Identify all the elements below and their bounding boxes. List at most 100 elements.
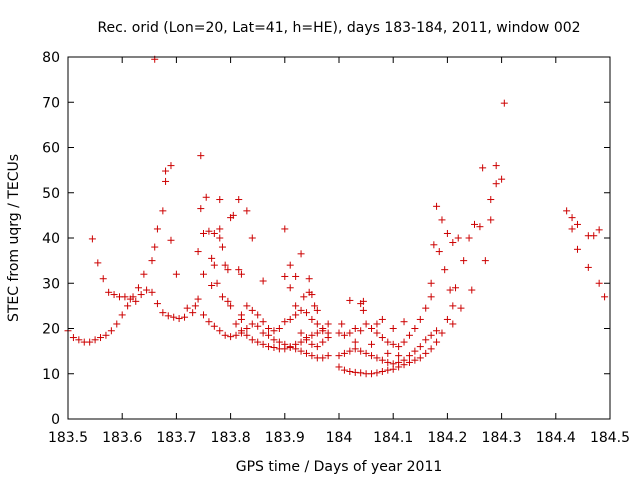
data-point [405, 358, 413, 366]
x-tick-label: 184.3 [482, 430, 522, 446]
data-point [595, 279, 603, 287]
x-tick-label: 184.5 [590, 430, 630, 446]
data-point [210, 261, 218, 269]
data-point [422, 336, 430, 344]
data-point [384, 366, 392, 374]
data-point [175, 315, 183, 323]
data-point [435, 248, 443, 256]
data-point [205, 318, 213, 326]
data-point [416, 315, 424, 323]
data-point [479, 164, 487, 172]
data-point [126, 295, 134, 303]
data-point [362, 349, 370, 357]
data-point [270, 344, 278, 352]
data-point [500, 99, 508, 107]
data-point [224, 297, 232, 305]
data-point [357, 327, 365, 335]
data-point [308, 352, 316, 360]
data-point [460, 257, 468, 265]
data-point [449, 320, 457, 328]
data-point [395, 352, 403, 360]
data-point [297, 250, 305, 258]
data-point [286, 344, 294, 352]
data-point [292, 302, 300, 310]
data-point [452, 284, 460, 292]
plot-frame [67, 56, 611, 420]
data-point [357, 369, 365, 377]
data-point [286, 261, 294, 269]
data-point [384, 358, 392, 366]
data-point [286, 284, 294, 292]
data-point [438, 216, 446, 224]
data-point [202, 193, 210, 201]
data-point [595, 226, 603, 234]
data-point [324, 352, 332, 360]
data-point [411, 356, 419, 364]
data-point [373, 329, 381, 337]
data-point [232, 331, 240, 339]
data-point [200, 229, 207, 237]
data-point [471, 220, 478, 228]
y-tick-label: 50 [42, 186, 60, 202]
y-axis-label: STEC from uqrg / TECUs [6, 154, 22, 322]
data-point [270, 327, 278, 335]
data-point [259, 318, 267, 326]
data-point [340, 366, 348, 374]
data-point [351, 325, 359, 332]
data-point [411, 325, 419, 332]
data-point [324, 329, 332, 337]
data-point [140, 270, 148, 278]
data-point [265, 325, 273, 332]
data-point [167, 236, 175, 244]
data-point [216, 327, 224, 335]
data-point [227, 302, 235, 310]
data-point [584, 263, 592, 271]
data-point [359, 306, 367, 314]
data-point [137, 291, 145, 299]
data-point [568, 225, 576, 233]
data-point [351, 338, 359, 346]
data-point [411, 347, 419, 355]
data-point [243, 331, 251, 339]
data-point [248, 320, 256, 328]
data-point [416, 354, 424, 362]
data-point [454, 234, 462, 242]
data-point [159, 309, 167, 317]
data-point [335, 363, 343, 371]
y-tick-label: 70 [42, 95, 60, 111]
data-point [113, 320, 121, 328]
y-tick-label: 10 [42, 367, 60, 383]
data-point [335, 352, 343, 360]
data-point [197, 205, 205, 213]
data-point [237, 311, 245, 319]
data-point [159, 207, 167, 215]
x-tick-label: 183.8 [211, 430, 251, 446]
data-point [346, 296, 354, 304]
data-point [368, 352, 376, 360]
data-point [300, 293, 308, 301]
data-point [422, 349, 430, 357]
data-point [275, 325, 283, 332]
data-point [340, 349, 348, 357]
x-tick-label: 183.9 [265, 430, 305, 446]
data-point [99, 275, 107, 283]
data-point [319, 354, 327, 362]
data-point [438, 329, 446, 337]
x-tick-label: 184.2 [427, 430, 467, 446]
y-tick-label: 40 [42, 231, 60, 247]
data-point [216, 234, 224, 242]
data-point [422, 304, 430, 312]
data-point [167, 162, 175, 170]
data-point [197, 152, 205, 160]
data-point [218, 293, 226, 301]
data-point [164, 312, 172, 320]
data-point [368, 340, 376, 348]
data-point [235, 266, 243, 274]
data-point [395, 343, 403, 351]
data-point [590, 232, 598, 240]
data-point [368, 325, 376, 332]
data-point [221, 331, 229, 339]
data-point [237, 327, 245, 335]
data-point [389, 360, 397, 368]
